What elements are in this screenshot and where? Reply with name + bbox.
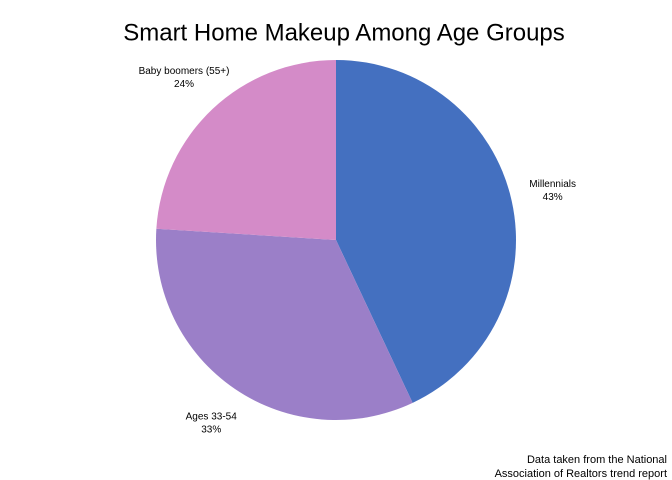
slice-label: Ages 33-54 xyxy=(186,411,238,422)
chart-title: Smart Home Makeup Among Age Groups xyxy=(123,19,565,46)
slice-value-label: 24% xyxy=(174,79,194,90)
slice-value-label: 33% xyxy=(201,424,221,435)
slice-value-label: 43% xyxy=(543,192,563,203)
slice-label: Baby boomers (55+) xyxy=(139,66,230,77)
slice-label: Millennials xyxy=(529,179,576,190)
annotation: Data taken from the National xyxy=(527,454,667,466)
pie-slice xyxy=(155,228,413,420)
annotation: Association of Realtors trend report xyxy=(495,468,667,480)
pie-slice xyxy=(336,60,516,403)
pie-slice xyxy=(156,60,336,240)
